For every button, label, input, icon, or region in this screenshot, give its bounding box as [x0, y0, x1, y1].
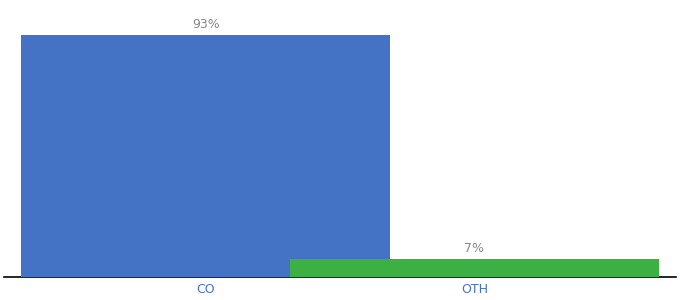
- Bar: [290, 259, 659, 277]
- Bar: [21, 35, 390, 277]
- Text: 93%: 93%: [192, 19, 220, 32]
- Text: 7%: 7%: [464, 242, 484, 255]
